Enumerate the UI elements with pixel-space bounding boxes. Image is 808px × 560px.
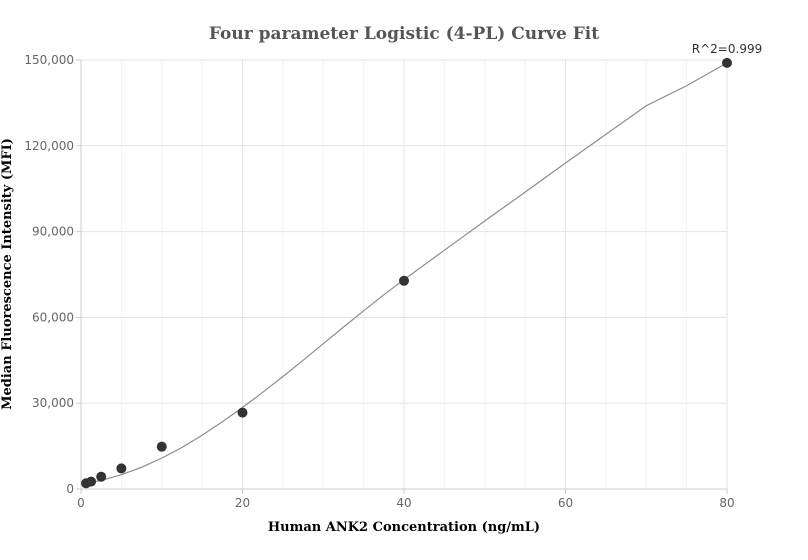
- y-tick-label: 120,000: [24, 139, 74, 153]
- data-point: [116, 463, 127, 474]
- y-tick-label: 90,000: [32, 225, 74, 239]
- x-tick-label: 20: [235, 496, 250, 510]
- y-tick-label: 0: [66, 482, 74, 496]
- fit-curve: [80, 62, 728, 485]
- data-point: [86, 476, 97, 487]
- data-points: [81, 57, 732, 489]
- data-point: [722, 57, 732, 68]
- x-tick-label: 80: [719, 496, 734, 510]
- r-squared-annotation: R^2=0.999: [692, 42, 762, 56]
- y-tick-label: 30,000: [32, 396, 74, 410]
- data-point: [96, 471, 107, 482]
- y-axis-ticks: 0 30,000 60,000 90,000 120,000 150,000: [24, 53, 81, 496]
- y-tick-label: 150,000: [24, 53, 74, 67]
- data-point: [399, 275, 409, 286]
- grid: [81, 59, 728, 489]
- y-tick-label: 60,000: [32, 310, 74, 324]
- x-tick-label: 40: [396, 496, 411, 510]
- y-axis-title: Median Fluorescence Intensity (MFI): [0, 138, 15, 410]
- chart-title: Four parameter Logistic (4-PL) Curve Fit: [209, 24, 599, 44]
- data-point: [237, 407, 248, 418]
- data-point: [156, 441, 167, 452]
- x-axis-ticks: 0 20 40 60 80: [77, 489, 735, 510]
- x-axis-title: Human ANK2 Concentration (ng/mL): [268, 520, 540, 535]
- x-tick-label: 60: [558, 496, 573, 510]
- x-tick-label: 0: [77, 496, 85, 510]
